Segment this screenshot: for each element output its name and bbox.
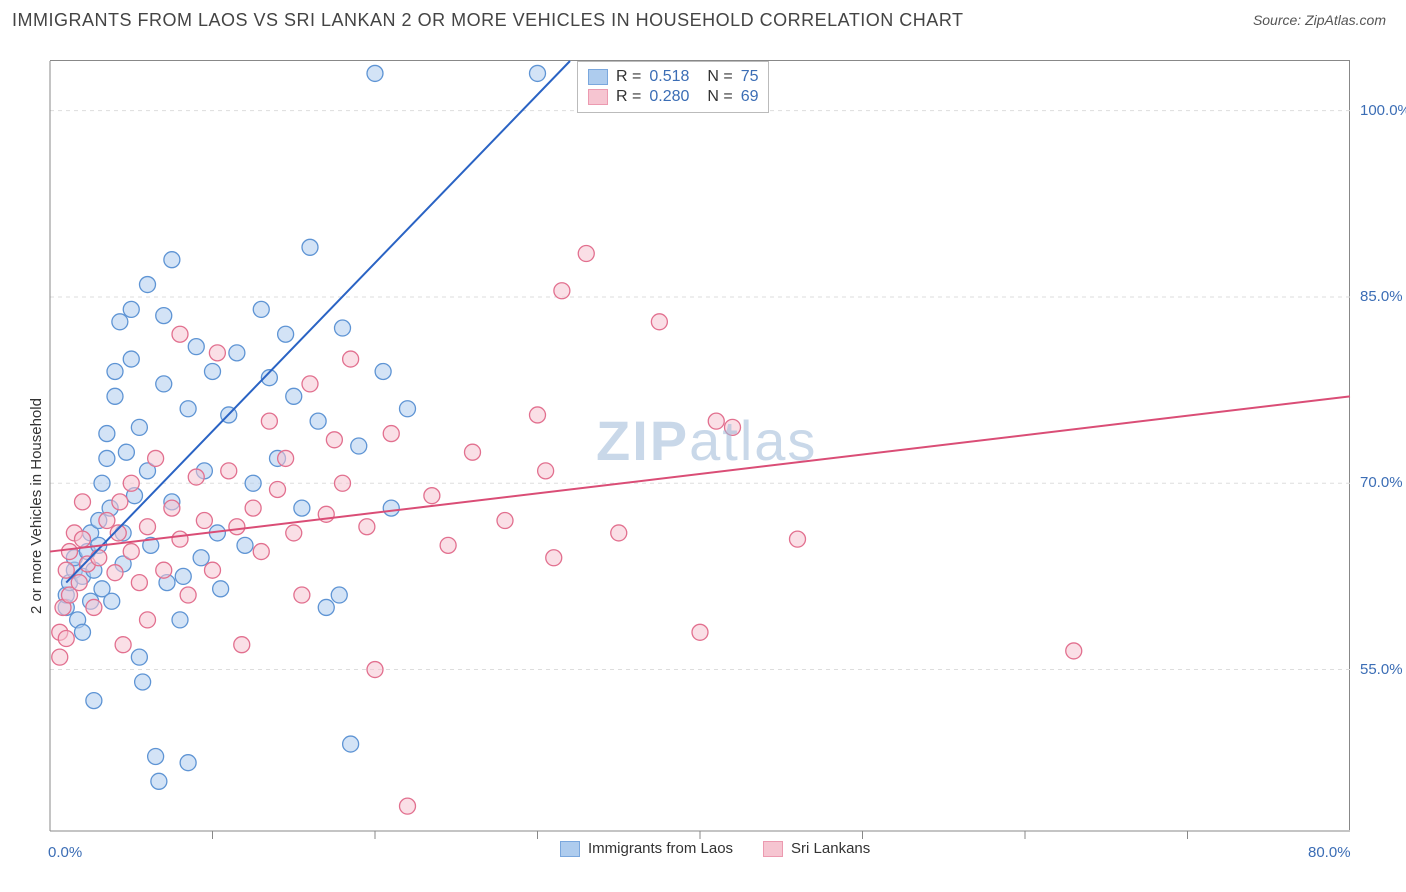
- legend-series: Immigrants from Laos Sri Lankans: [560, 840, 870, 857]
- legend-r-prefix: R =: [616, 68, 641, 86]
- source-label: Source: ZipAtlas.com: [1253, 12, 1386, 28]
- chart-container: IMMIGRANTS FROM LAOS VS SRI LANKAN 2 OR …: [0, 0, 1406, 892]
- legend-swatch: [588, 69, 608, 85]
- legend-n-value: 69: [741, 88, 759, 106]
- legend-swatch: [560, 841, 580, 857]
- y-tick-label: 100.0%: [1360, 102, 1406, 119]
- legend-series-label: Sri Lankans: [791, 840, 870, 857]
- legend-series-label: Immigrants from Laos: [588, 840, 733, 857]
- x-tick-label: 0.0%: [48, 844, 82, 861]
- legend-r-prefix: R =: [616, 88, 641, 106]
- chart-title: IMMIGRANTS FROM LAOS VS SRI LANKAN 2 OR …: [12, 10, 963, 31]
- y-tick-label: 70.0%: [1360, 474, 1403, 491]
- legend-r-value: 0.518: [649, 68, 699, 86]
- chart-svg: [50, 61, 1350, 831]
- legend-series-item: Sri Lankans: [763, 840, 870, 857]
- y-tick-label: 85.0%: [1360, 288, 1403, 305]
- legend-series-item: Immigrants from Laos: [560, 840, 733, 857]
- legend-swatch: [763, 841, 783, 857]
- y-tick-label: 55.0%: [1360, 661, 1403, 678]
- legend-n-prefix: N =: [707, 88, 732, 106]
- legend-correlation-row: R = 0.280 N = 69: [588, 88, 758, 106]
- plot-area: ZIPatlas R =0.518N =75R =0.280N =69: [50, 60, 1350, 830]
- legend-correlation-row: R = 0.518 N = 75: [588, 68, 758, 86]
- legend-r-value: 0.280: [649, 88, 699, 106]
- legend-n-prefix: N =: [707, 68, 732, 86]
- x-tick-label: 80.0%: [1308, 844, 1351, 861]
- y-axis-label: 2 or more Vehicles in Household: [28, 398, 45, 614]
- legend-n-value: 75: [741, 68, 759, 86]
- legend-correlation: R = 0.518 N = 75 R = 0.280 N = 69: [577, 61, 769, 113]
- legend-swatch: [588, 89, 608, 105]
